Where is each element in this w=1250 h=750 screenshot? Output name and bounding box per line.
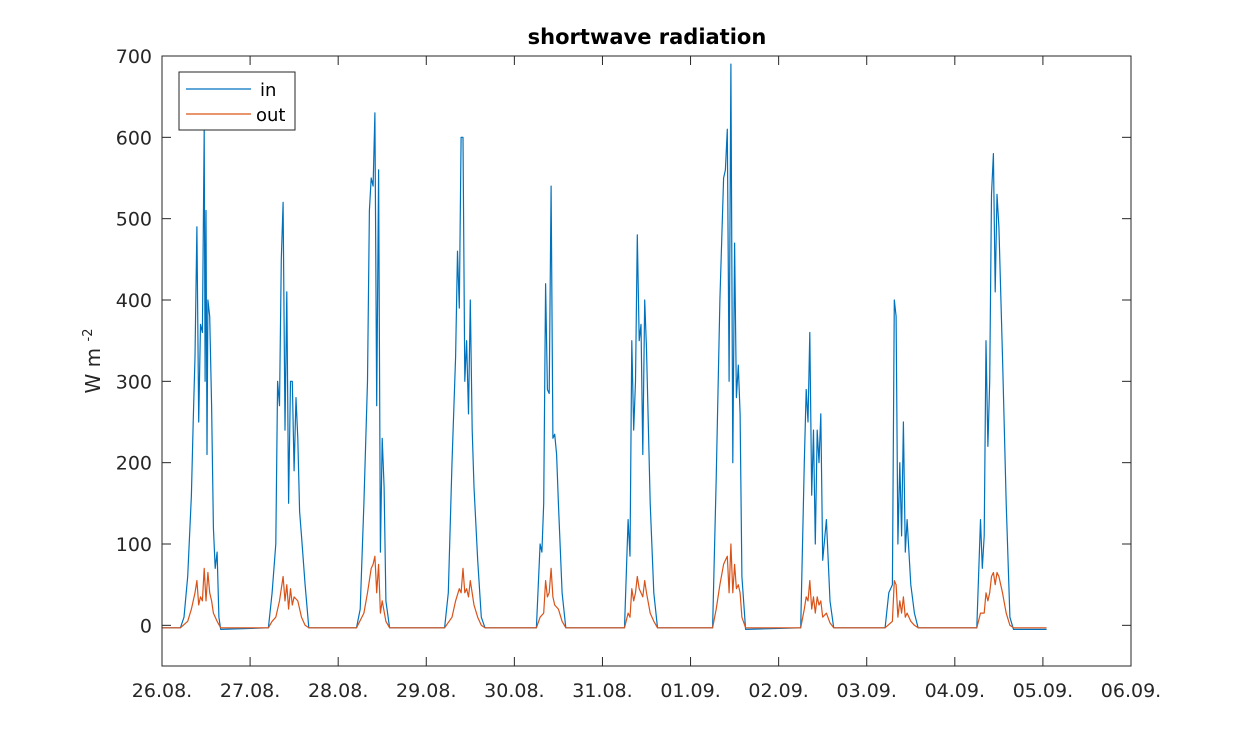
y-tick-label: 400 — [116, 290, 152, 312]
x-tick-label: 27.08. — [220, 680, 280, 702]
x-tick-label: 04.09. — [925, 680, 985, 702]
x-tick-label: 26.08. — [132, 680, 192, 702]
y-tick-label: 600 — [116, 127, 152, 149]
legend-label-in: in — [260, 80, 276, 101]
x-tick-label: 29.08. — [396, 680, 456, 702]
legend-label-out: out — [256, 105, 285, 126]
x-tick-label: 30.08. — [484, 680, 544, 702]
y-axis-label: W m -2 — [81, 329, 105, 394]
legend-box — [178, 71, 296, 131]
y-tick-label: 0 — [140, 615, 152, 637]
series-layer — [162, 63, 1047, 631]
y-axis-label-main: W m — [81, 348, 105, 394]
y-tick-label: 200 — [116, 453, 152, 475]
x-tick-label: 28.08. — [308, 680, 368, 702]
x-tick-label: 02.09. — [748, 680, 808, 702]
x-tick-label: 31.08. — [572, 680, 632, 702]
series-line-out — [162, 543, 1047, 629]
y-tick-label: 700 — [116, 46, 152, 68]
y-tick-label: 500 — [116, 209, 152, 231]
x-tick-label: 03.09. — [837, 680, 897, 702]
y-tick-label: 300 — [116, 371, 152, 393]
chart-title: shortwave radiation — [528, 25, 767, 49]
x-tick-label: 06.09. — [1101, 680, 1161, 702]
axes-box — [161, 55, 1132, 667]
y-axis-label-superscript: -2 — [81, 329, 96, 342]
series-line-in — [162, 63, 1047, 631]
legend: in out — [178, 71, 296, 131]
x-tick-label: 05.09. — [1013, 680, 1073, 702]
x-tick-label: 01.09. — [660, 680, 720, 702]
plot-axes: 26.08. 27.08. 28.08. 29.08. 30.08. 31.08. 01.0… — [116, 46, 1161, 702]
y-tick-label: 100 — [116, 534, 152, 556]
